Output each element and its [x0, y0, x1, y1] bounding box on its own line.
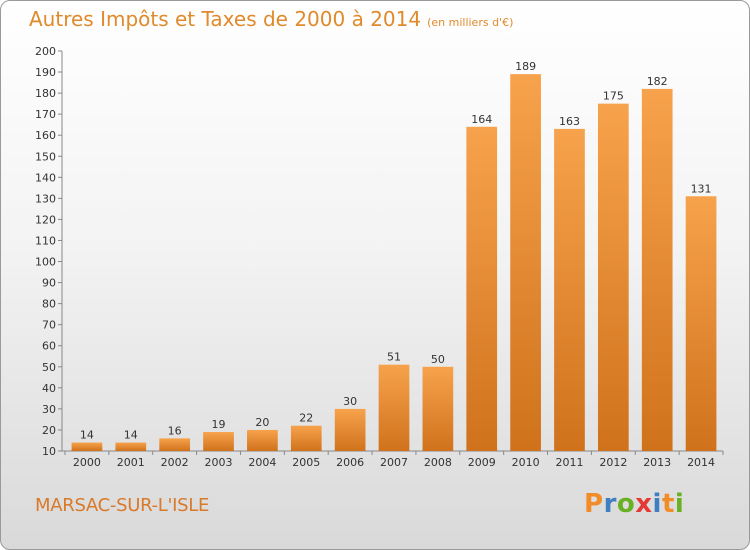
data-label-2012: 175 — [603, 90, 624, 103]
x-tick-label: 2007 — [380, 456, 408, 469]
y-tick-label: 200 — [35, 45, 56, 58]
x-tick-label: 2010 — [512, 456, 540, 469]
proxiti-logo[interactable]: Proxiti — [584, 489, 684, 519]
logo-letter: i — [652, 489, 662, 519]
x-tick-label: 2001 — [117, 456, 145, 469]
y-tick-label: 30 — [42, 403, 56, 416]
data-label-2006: 30 — [343, 395, 357, 408]
x-tick-label: 2011 — [555, 456, 583, 469]
y-tick-label: 60 — [42, 340, 56, 353]
bar-2000 — [71, 442, 103, 451]
data-label-2013: 182 — [647, 75, 668, 88]
y-tick-label: 180 — [35, 87, 56, 100]
logo-letter: x — [635, 489, 653, 519]
bar-2007 — [378, 364, 410, 451]
data-label-2004: 20 — [255, 416, 269, 429]
y-tick-label: 140 — [35, 171, 56, 184]
data-label-2011: 163 — [559, 115, 580, 128]
y-tick-label: 70 — [42, 319, 56, 332]
data-label-2008: 50 — [431, 353, 445, 366]
y-tick-label: 130 — [35, 192, 56, 205]
x-tick-label: 2012 — [599, 456, 627, 469]
data-label-2009: 164 — [471, 113, 492, 126]
y-tick-label: 160 — [35, 129, 56, 142]
logo-letter: r — [603, 489, 617, 519]
x-tick-label: 2013 — [643, 456, 671, 469]
chart-title: Autres Impôts et Taxes de 2000 à 2014 (en… — [29, 7, 513, 31]
bar-2008 — [422, 366, 454, 451]
data-label-2007: 51 — [387, 351, 401, 364]
bar-2009 — [466, 126, 498, 451]
x-tick-label: 2008 — [424, 456, 452, 469]
bar-2002 — [159, 438, 191, 451]
logo-letter: i — [674, 489, 685, 519]
y-tick-label: 80 — [42, 298, 56, 311]
data-label-2010: 189 — [515, 60, 536, 73]
x-tick-label: 2003 — [205, 456, 233, 469]
bar-2003 — [203, 432, 234, 451]
y-tick-label: 110 — [35, 234, 56, 247]
y-tick-label: 190 — [35, 66, 56, 79]
y-tick-label: 90 — [42, 277, 56, 290]
y-tick-label: 170 — [35, 108, 56, 121]
x-tick-label: 2004 — [248, 456, 276, 469]
x-tick-label: 2002 — [161, 456, 189, 469]
bar-2013 — [641, 88, 673, 451]
bar-2005 — [290, 425, 322, 451]
data-label-2002: 16 — [168, 424, 182, 437]
x-tick-label: 2000 — [73, 456, 101, 469]
data-label-2001: 14 — [124, 429, 138, 442]
x-tick-label: 2014 — [687, 456, 715, 469]
x-tick-label: 2006 — [336, 456, 364, 469]
y-tick-label: 40 — [42, 382, 56, 395]
data-label-2005: 22 — [299, 412, 313, 425]
x-tick-label: 2009 — [468, 456, 496, 469]
y-tick-label: 150 — [35, 150, 56, 163]
y-tick-label: 20 — [42, 424, 56, 437]
title-text: Autres Impôts et Taxes de 2000 à 2014 — [29, 7, 422, 31]
y-tick-label: 10 — [42, 445, 56, 458]
data-label-2000: 14 — [80, 429, 94, 442]
title-unit: (en milliers d'€) — [427, 16, 514, 29]
bar-2010 — [510, 74, 541, 451]
data-label-2014: 131 — [691, 182, 712, 195]
logo-letter: t — [661, 489, 675, 519]
y-tick-label: 120 — [35, 213, 56, 226]
bar-2011 — [554, 128, 585, 451]
bar-2004 — [247, 429, 278, 451]
data-label-2003: 19 — [212, 418, 226, 431]
bar-2012 — [597, 103, 629, 451]
y-tick-label: 100 — [35, 256, 56, 269]
x-tick-label: 2005 — [292, 456, 320, 469]
bar-2014 — [685, 196, 717, 451]
bar-2001 — [115, 442, 147, 451]
commune-name: MARSAC-SUR-L'ISLE — [35, 495, 210, 516]
bar-2006 — [334, 408, 366, 451]
logo-letter: o — [616, 489, 636, 519]
logo-letter: P — [584, 489, 604, 519]
y-tick-label: 50 — [42, 361, 56, 374]
